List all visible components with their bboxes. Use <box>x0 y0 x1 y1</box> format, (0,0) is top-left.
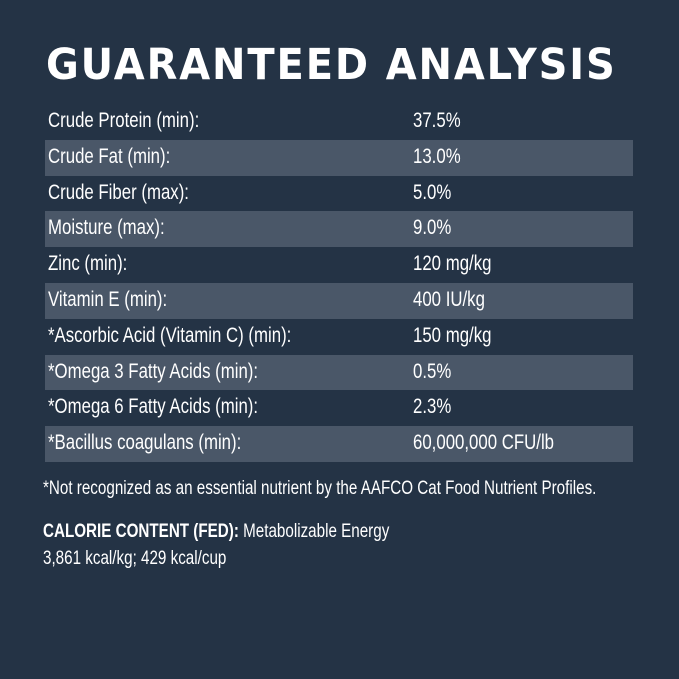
footnote: *Not recognized as an essential nutrient… <box>43 478 597 499</box>
row-value: 150 mg/kg <box>413 323 492 347</box>
calorie-text: Metabolizable Energy <box>243 521 390 542</box>
table-row: *Omega 6 Fatty Acids (min): 2.3% <box>45 390 633 426</box>
table-row: *Omega 3 Fatty Acids (min): 0.5% <box>45 354 633 391</box>
table-row: *Bacillus coagulans (min): 60,000,000 CFU… <box>45 426 633 462</box>
row-label: Vitamin E (min): <box>48 287 168 311</box>
row-value: 37.5% <box>413 109 461 132</box>
table-row: Vitamin E (min): 400 IU/kg <box>45 282 633 319</box>
table-row: Crude Fiber (max): 5.0% <box>45 176 633 212</box>
calorie-content: CALORIE CONTENT (FED): Metabolizable Ene… <box>43 518 389 572</box>
row-value: 13.0% <box>413 144 461 168</box>
row-label: Zinc (min): <box>48 252 128 276</box>
row-label: Moisture (max): <box>48 216 165 240</box>
row-label: Crude Fat (min): <box>48 144 171 168</box>
page-title: GUARANTEED ANALYSIS <box>46 40 617 90</box>
row-value: 5.0% <box>413 180 452 204</box>
row-label: *Omega 6 Fatty Acids (min): <box>48 395 259 419</box>
row-value: 400 IU/kg <box>413 287 485 311</box>
table-row: *Ascorbic Acid (Vitamin C) (min): 150 mg/… <box>45 319 633 355</box>
row-value: 60,000,000 CFU/lb <box>413 431 555 455</box>
row-label: *Ascorbic Acid (Vitamin C) (min): <box>48 323 292 347</box>
table-row: Crude Protein (min): 37.5% <box>45 104 633 140</box>
calorie-heading: CALORIE CONTENT (FED): <box>43 521 239 542</box>
table-row: Crude Fat (min): 13.0% <box>45 139 633 176</box>
calorie-values: 3,861 kcal/kg; 429 kcal/cup <box>43 548 227 569</box>
analysis-table: Crude Protein (min): 37.5% Crude Fat (min… <box>45 104 633 462</box>
row-value: 2.3% <box>413 395 452 419</box>
table-row: Moisture (max): 9.0% <box>45 211 633 248</box>
row-value: 120 mg/kg <box>413 252 492 276</box>
row-label: Crude Protein (min): <box>48 109 200 132</box>
row-label: *Bacillus coagulans (min): <box>48 431 242 455</box>
table-row: Zinc (min): 120 mg/kg <box>45 247 633 283</box>
row-label: *Omega 3 Fatty Acids (min): <box>48 359 259 383</box>
row-label: Crude Fiber (max): <box>48 180 189 204</box>
row-value: 9.0% <box>413 216 452 240</box>
row-value: 0.5% <box>413 359 452 383</box>
